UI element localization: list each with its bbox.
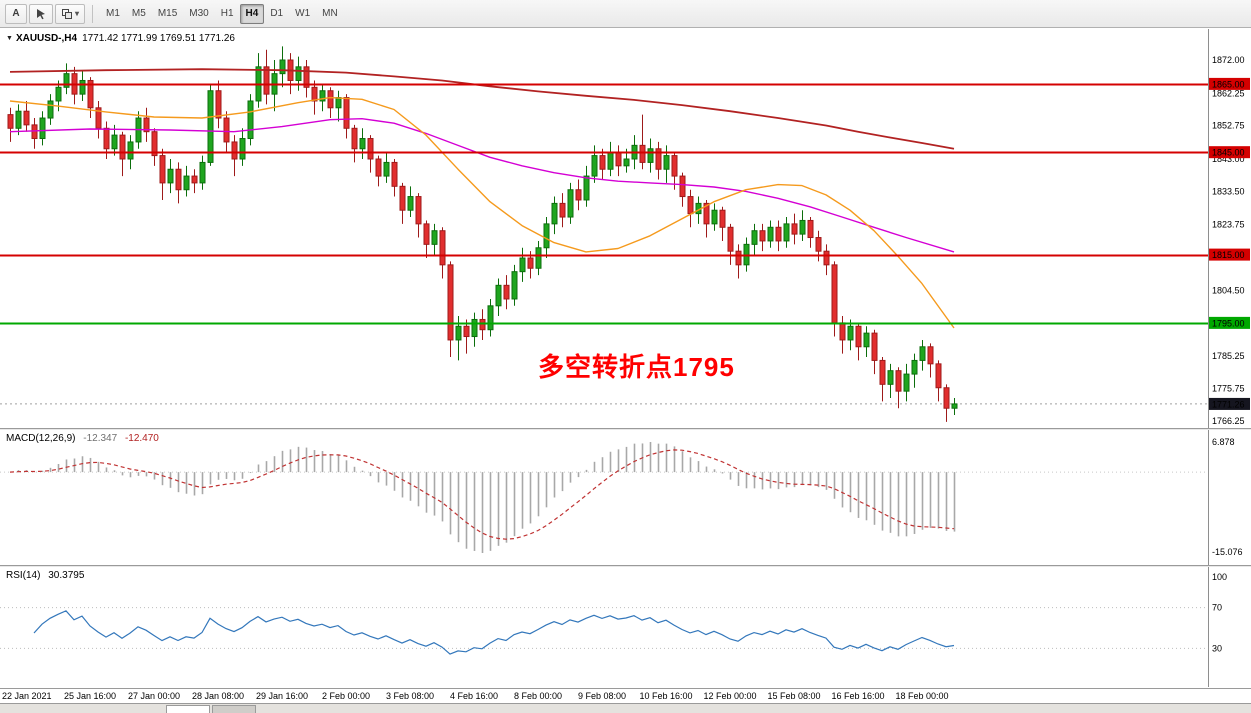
cursor-icon bbox=[37, 8, 45, 19]
price-tick: 1785.25 bbox=[1212, 351, 1245, 361]
svg-text:1815.00: 1815.00 bbox=[1212, 250, 1245, 260]
time-label: 4 Feb 16:00 bbox=[449, 691, 499, 701]
svg-text:1795.00: 1795.00 bbox=[1212, 318, 1245, 328]
time-label: 16 Feb 16:00 bbox=[831, 691, 885, 701]
level-price-badge bbox=[1209, 146, 1250, 159]
chevron-down-icon: ▾ bbox=[75, 9, 80, 18]
price-tick: 1823.75 bbox=[1212, 220, 1245, 230]
time-axis: 22 Jan 2021 25 Jan 16:00 27 Jan 00:00 28 Ja… bbox=[0, 688, 1251, 703]
macd-scale-max: 6.878 bbox=[1212, 437, 1235, 447]
svg-text:1845.00: 1845.00 bbox=[1212, 148, 1245, 158]
shapes-icon bbox=[62, 8, 72, 19]
rsi-label: RSI(14) 30.3795 bbox=[6, 570, 84, 581]
macd-main-value: -12.347 bbox=[83, 433, 118, 444]
price-tick: 1775.75 bbox=[1212, 384, 1245, 394]
price-tick: 1804.50 bbox=[1212, 285, 1245, 295]
svg-text:1865.00: 1865.00 bbox=[1212, 79, 1245, 89]
svg-text:1771.26: 1771.26 bbox=[1212, 399, 1245, 409]
ohlc-values: 1771.42 1771.99 1769.51 1771.26 bbox=[82, 33, 235, 44]
panel-splitter-1[interactable] bbox=[0, 428, 1251, 430]
time-label: 12 Feb 00:00 bbox=[703, 691, 757, 701]
time-label: 22 Jan 2021 bbox=[2, 691, 52, 701]
price-tick: 1766.25 bbox=[1212, 416, 1245, 426]
price-tick: 1843.00 bbox=[1212, 154, 1245, 164]
rsi-tick: 30 bbox=[1212, 643, 1222, 653]
price-tick: 1833.50 bbox=[1212, 186, 1245, 196]
rsi-name: RSI(14) bbox=[6, 570, 41, 581]
time-label: 28 Jan 08:00 bbox=[191, 691, 245, 701]
macd-histogram bbox=[17, 442, 956, 553]
level-price-badge bbox=[1209, 248, 1250, 261]
time-label: 18 Feb 00:00 bbox=[895, 691, 949, 701]
price-chart[interactable]: 1872.00 1862.25 1852.75 1843.00 1833.50 1823.… bbox=[0, 29, 1251, 428]
panel-splitter-2[interactable] bbox=[0, 565, 1251, 567]
timeframe-button-d1[interactable]: D1 bbox=[264, 4, 289, 24]
price-tick: 1872.00 bbox=[1212, 55, 1245, 65]
time-label: 9 Feb 08:00 bbox=[577, 691, 627, 701]
timeframe-button-m30[interactable]: M30 bbox=[183, 4, 214, 24]
macd-label: MACD(12,26,9) -12.347 -12.470 bbox=[6, 433, 159, 444]
chart-annotation-text[interactable]: 多空转折点1795 bbox=[538, 352, 735, 382]
timeframe-button-w1[interactable]: W1 bbox=[289, 4, 316, 24]
timeframe-button-m15[interactable]: M15 bbox=[152, 4, 183, 24]
time-label: 27 Jan 00:00 bbox=[127, 691, 181, 701]
timeframe-button-mn[interactable]: MN bbox=[316, 4, 344, 24]
time-label: 29 Jan 16:00 bbox=[255, 691, 309, 701]
rsi-tick: 100 bbox=[1212, 572, 1227, 582]
rsi-tick: 70 bbox=[1212, 603, 1222, 613]
macd-signal-value: -12.470 bbox=[124, 433, 159, 444]
current-price-badge bbox=[1209, 397, 1250, 410]
toolbar-separator bbox=[92, 4, 94, 23]
timeframe-button-h4[interactable]: H4 bbox=[239, 3, 265, 24]
macd-scale-min: -15.076 bbox=[1212, 547, 1243, 557]
ma-fast-line bbox=[9, 96, 955, 329]
rsi-line bbox=[33, 610, 955, 655]
symbol-period-label: XAUUSD-,H4 bbox=[15, 33, 78, 44]
pointer-tool-button[interactable] bbox=[29, 3, 53, 24]
toolbar: A ▾ M1 M5 M15 M30 H1 H4 D1 W1 MN bbox=[0, 0, 1251, 28]
chart-tab-bar bbox=[0, 703, 1251, 713]
rsi-value: 30.3795 bbox=[48, 570, 85, 581]
drawing-tools-button[interactable]: ▾ bbox=[55, 3, 86, 24]
chart-tab[interactable] bbox=[212, 705, 256, 713]
ma-slow-line bbox=[9, 68, 955, 150]
timeframe-button-m1[interactable]: M1 bbox=[100, 4, 126, 24]
time-label: 10 Feb 16:00 bbox=[639, 691, 693, 701]
chart-tab-active[interactable] bbox=[166, 705, 210, 713]
time-label: 3 Feb 08:00 bbox=[385, 691, 435, 701]
time-label: 8 Feb 00:00 bbox=[513, 691, 563, 701]
candlesticks bbox=[7, 46, 958, 422]
macd-signal-line bbox=[9, 449, 955, 540]
time-label: 25 Jan 16:00 bbox=[63, 691, 117, 701]
macd-name: MACD(12,26,9) bbox=[6, 433, 76, 444]
text-tool-button[interactable]: A bbox=[5, 3, 27, 24]
time-label: 2 Feb 00:00 bbox=[321, 691, 371, 701]
timeframe-button-h1[interactable]: H1 bbox=[215, 4, 240, 24]
chart-title: ▼ XAUUSD-,H4 1771.42 1771.99 1769.51 1771.… bbox=[6, 33, 235, 44]
symbol-dropdown-icon: ▼ bbox=[6, 35, 13, 42]
rsi-panel[interactable]: 100 70 30 bbox=[0, 567, 1251, 687]
timeframe-button-m5[interactable]: M5 bbox=[126, 4, 152, 24]
timeframe-group: M1 M5 M15 M30 H1 H4 D1 W1 MN bbox=[100, 3, 344, 24]
price-tick: 1862.25 bbox=[1212, 88, 1245, 98]
level-price-badge bbox=[1209, 77, 1250, 90]
macd-panel[interactable] bbox=[0, 430, 1251, 565]
price-tick: 1852.75 bbox=[1212, 121, 1245, 131]
ma-mid-line bbox=[9, 117, 955, 253]
level-price-badge bbox=[1209, 316, 1250, 329]
time-label: 15 Feb 08:00 bbox=[767, 691, 821, 701]
